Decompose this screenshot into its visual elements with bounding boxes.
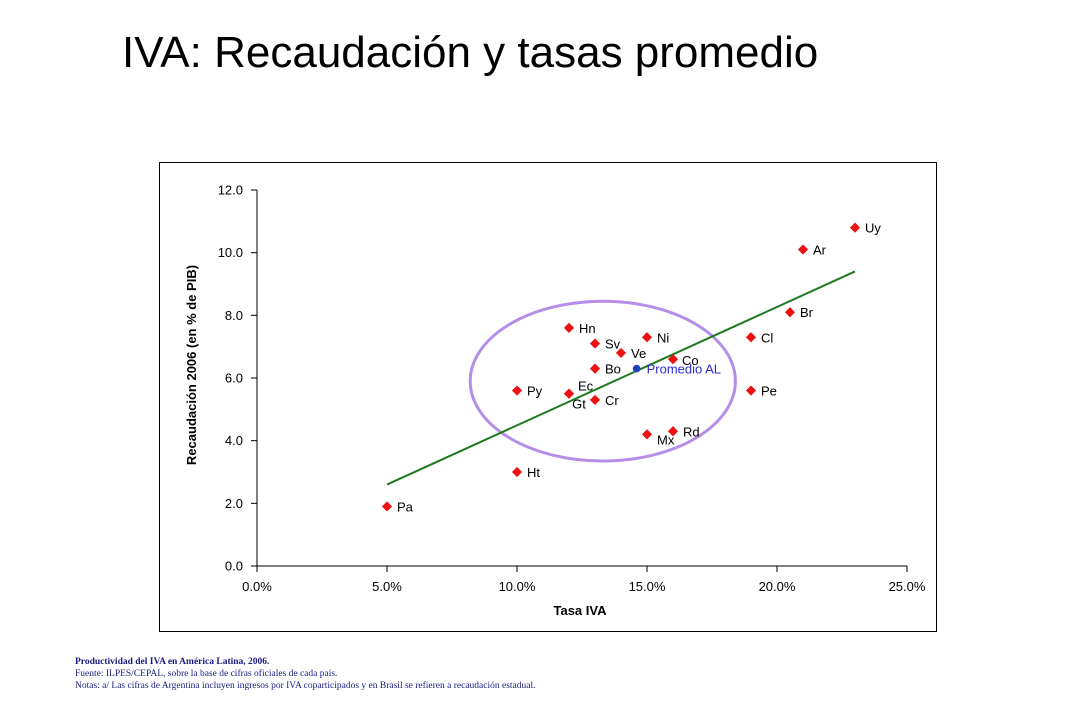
data-point-pa: [381, 501, 393, 512]
data-point-pe: [745, 385, 757, 396]
point-label-rd: Rd: [683, 424, 700, 439]
point-label-pa: Pa: [397, 499, 414, 514]
y-tick-label: 6.0: [225, 371, 243, 386]
point-label-co: Co: [682, 353, 699, 368]
footnotes: Productividad del IVA en América Latina,…: [75, 656, 1055, 692]
y-tick-label: 12.0: [218, 183, 243, 198]
data-point-promedio-al: [632, 364, 641, 373]
footnote-source: Fuente: ILPES/CEPAL, sobre la base de ci…: [75, 669, 338, 679]
data-point-mx: [641, 429, 653, 440]
y-tick-label: 0.0: [225, 559, 243, 574]
y-tick-label: 2.0: [225, 496, 243, 511]
x-tick-label: 25.0%: [889, 579, 926, 594]
point-label-mx: Mx: [657, 432, 675, 447]
data-point-cr: [589, 394, 601, 406]
y-tick-label: 10.0: [218, 245, 243, 260]
data-point-cl: [745, 332, 757, 343]
highlight-circle: [468, 299, 737, 463]
x-tick-label: 0.0%: [242, 579, 272, 594]
point-label-bo: Bo: [605, 362, 621, 377]
data-point-ht: [511, 466, 523, 478]
data-point-rd: [667, 426, 679, 437]
point-label-gt: Gt: [572, 397, 586, 412]
data-point-bo: [589, 363, 601, 374]
x-axis-title: Tasa IVA: [554, 603, 608, 618]
data-point-ni: [641, 332, 653, 343]
y-tick-label: 4.0: [225, 433, 243, 448]
point-label-uy: Uy: [865, 221, 881, 236]
point-label-cr: Cr: [605, 393, 619, 408]
point-label-ht: Ht: [527, 465, 540, 480]
trend-line: [386, 270, 856, 486]
data-point-py: [511, 385, 523, 396]
x-tick-label: 20.0%: [759, 579, 796, 594]
x-tick-label: 10.0%: [499, 579, 536, 594]
chart-frame: 0.0 2.0 4.0 6.0 8.0 10.0 12.0 0.0% 5.0% 10.0% 15.0…: [159, 162, 937, 632]
point-label-py: Py: [527, 384, 543, 399]
x-tick-label: 5.0%: [372, 579, 402, 594]
y-axis-title: Recaudación 2006 (en % de PIB): [184, 265, 199, 465]
point-label-cl: Cl: [761, 330, 773, 345]
point-label-ni: Ni: [657, 330, 669, 345]
data-point-uy: [849, 222, 861, 233]
scatter-chart: 0.0 2.0 4.0 6.0 8.0 10.0 12.0 0.0% 5.0% 10.0% 15.0…: [184, 183, 926, 619]
point-label-sv: Sv: [605, 337, 621, 352]
point-label-ec: Ec: [578, 379, 594, 394]
point-label-ar: Ar: [813, 243, 827, 258]
point-label-ve: Ve: [631, 346, 646, 361]
data-point-ar: [797, 244, 809, 255]
data-point-sv: [589, 338, 601, 349]
point-label-promedio-al: Promedio AL: [647, 362, 721, 377]
point-label-hn: Hn: [579, 321, 596, 336]
footnote-notes: Notas: a/ Las cifras de Argentina incluy…: [75, 681, 536, 691]
point-label-pe: Pe: [761, 384, 777, 399]
slide-title: IVA: Recaudación y tasas promedio: [122, 28, 819, 77]
data-point-hn: [563, 322, 575, 333]
point-label-br: Br: [800, 305, 814, 320]
y-tick-label: 8.0: [225, 308, 243, 323]
x-tick-label: 15.0%: [629, 579, 666, 594]
data-point-br: [784, 307, 796, 318]
footnote-title: Productividad del IVA en América Latina,…: [75, 657, 270, 667]
